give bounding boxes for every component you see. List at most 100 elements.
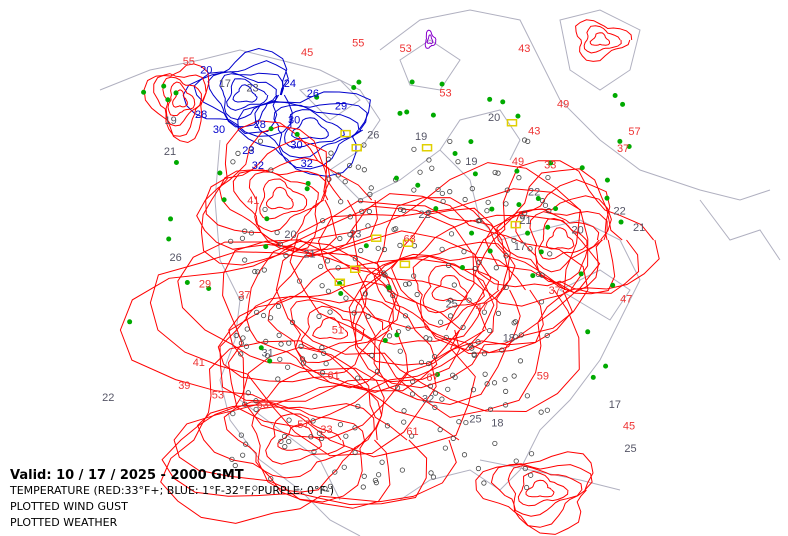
station-marker: [491, 380, 498, 386]
station-marker: [228, 238, 234, 244]
isotherm: [474, 160, 660, 307]
isotherm-label: 41: [193, 357, 205, 369]
isotherm-label: 55: [352, 37, 364, 49]
station-marker: [312, 353, 318, 359]
rain-symbol: [338, 291, 344, 297]
station-marker: [230, 410, 236, 417]
station-marker: [476, 259, 482, 265]
station-marker: [484, 208, 490, 214]
isotherm-label: 67: [426, 372, 438, 384]
station-marker: [503, 201, 509, 207]
station-value: 18: [491, 418, 503, 430]
station-marker: [244, 326, 250, 332]
isotherm-label: 28: [195, 109, 207, 121]
isotherm: [496, 195, 612, 294]
station-marker: [487, 406, 494, 412]
station-marker: [502, 376, 508, 383]
isotherm: [529, 211, 600, 273]
station-value: 20: [572, 225, 584, 237]
station-marker: [487, 327, 493, 334]
station-marker: [546, 208, 552, 214]
isotherm: [251, 406, 366, 479]
isotherm-label: 41: [247, 195, 259, 207]
station-marker: [485, 199, 491, 205]
station-marker: [384, 423, 391, 429]
isotherm: [119, 205, 476, 458]
station-marker: [513, 458, 519, 464]
fog-symbol: [334, 278, 346, 286]
station-marker: [248, 230, 255, 236]
station-marker: [439, 190, 445, 197]
isotherm: [172, 89, 188, 108]
station-plots: [127, 79, 632, 492]
station-marker: [326, 176, 332, 182]
isotherm: [219, 240, 462, 402]
isotherm: [218, 157, 331, 252]
station-marker: [255, 269, 261, 275]
rain-symbol: [165, 97, 171, 103]
isotherm-label: 61: [328, 370, 340, 382]
rain-symbol: [620, 101, 626, 107]
rain-symbol: [535, 196, 541, 202]
station-value: 21: [633, 222, 645, 234]
station-marker: [283, 253, 289, 259]
isotherm-label: 26: [307, 88, 319, 100]
station-marker: [319, 435, 325, 442]
rain-symbol: [161, 83, 167, 89]
station-marker: [278, 341, 284, 347]
station-marker: [257, 138, 264, 144]
station-marker: [296, 278, 303, 284]
isotherm: [474, 168, 640, 294]
station-marker: [327, 309, 333, 315]
station-marker: [463, 419, 469, 426]
station-marker: [492, 169, 498, 176]
isotherm-label: 30: [213, 124, 225, 136]
station-marker: [242, 228, 248, 234]
isotherm-label: 29: [199, 279, 211, 291]
station-marker: [327, 483, 334, 489]
rain-symbol: [263, 244, 269, 250]
station-marker: [503, 284, 509, 291]
contour-labels: 26 30 24 28 30 32 30 28 20 23 32 29 33 37 41 53 57 63 55 47…: [102, 37, 645, 455]
station-value: 17: [609, 399, 621, 411]
isotherm-label: 63: [404, 234, 416, 246]
rain-symbol: [206, 286, 212, 292]
isotherm: [583, 25, 622, 54]
rain-symbol: [356, 79, 362, 85]
rain-symbol: [305, 180, 311, 186]
rain-symbol: [604, 195, 610, 201]
station-marker: [410, 378, 416, 385]
station-value: 23: [349, 229, 361, 241]
station-marker: [360, 484, 366, 490]
rain-symbol: [516, 202, 522, 208]
station-marker: [248, 146, 254, 152]
rain-symbol: [538, 249, 544, 255]
station-marker: [268, 475, 274, 482]
station-marker: [462, 196, 468, 203]
fog-symbol: [371, 234, 382, 242]
station-marker: [369, 352, 375, 359]
station-marker: [260, 312, 267, 319]
station-marker: [268, 315, 274, 321]
rain-symbol: [294, 131, 300, 137]
station-marker: [361, 473, 367, 479]
isotherm-label: 28: [254, 119, 266, 131]
station-marker: [445, 386, 451, 392]
station-marker: [343, 433, 349, 439]
isotherm-label: 47: [620, 294, 632, 306]
isotherm: [197, 384, 383, 503]
station-value: 21: [164, 146, 176, 158]
coastlines: [99, 9, 781, 536]
rain-symbol: [409, 79, 415, 85]
station-marker: [298, 343, 304, 349]
station-marker: [285, 364, 291, 370]
station-marker: [495, 310, 502, 316]
isotherm-label: 53: [400, 43, 412, 55]
station-value: 19: [415, 131, 427, 143]
rain-symbol: [603, 363, 609, 369]
legend-weather: PLOTTED WEATHER: [10, 516, 118, 529]
rain-symbol: [430, 112, 436, 118]
station-value: 20: [488, 112, 500, 124]
coastline: [299, 79, 361, 121]
station-marker: [243, 343, 250, 349]
